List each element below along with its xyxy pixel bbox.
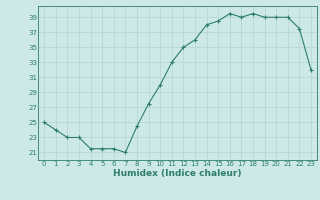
X-axis label: Humidex (Indice chaleur): Humidex (Indice chaleur) [113, 169, 242, 178]
